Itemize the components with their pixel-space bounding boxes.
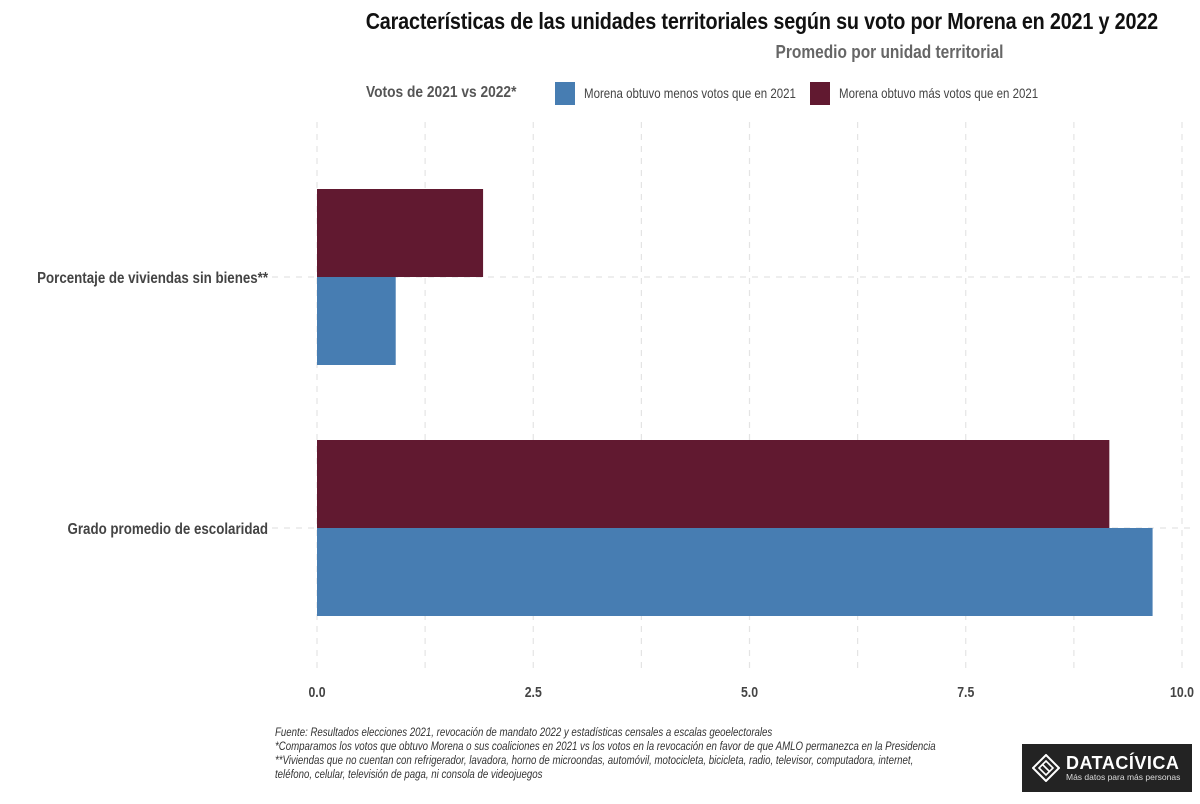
- footnote-1: *Comparamos los votos que obtuvo Morena …: [275, 741, 936, 753]
- x-tick-label: 10.0: [1170, 684, 1194, 700]
- footnotes: Fuente: Resultados elecciones 2021, revo…: [275, 726, 1062, 782]
- y-tick-label: Grado promedio de escolaridad: [68, 521, 268, 538]
- logo-brand: DATACÍVICA: [1066, 753, 1180, 773]
- bar-more-votes-1: [317, 440, 1110, 528]
- legend-swatch-less: [554, 81, 575, 105]
- datacivica-logo-icon: [1032, 754, 1060, 782]
- legend-item-less: Morena obtuvo menos votos que en 2021: [554, 81, 802, 105]
- legend-label-less: Morena obtuvo menos votos que en 2021: [583, 85, 796, 101]
- bar-less-votes-1: [317, 528, 1153, 616]
- y-axis-labels: Porcentaje de viviendas sin bienes** Grad…: [37, 270, 268, 538]
- footnote-source: Fuente: Resultados elecciones 2021, revo…: [275, 727, 773, 739]
- y-tick-label: Porcentaje de viviendas sin bienes**: [37, 270, 268, 287]
- footnote-3: teléfono, celular, televisión de paga, n…: [275, 769, 543, 781]
- chart-title-wrap: Características de las unidades territor…: [0, 8, 1200, 35]
- x-tick-label: 7.5: [957, 684, 974, 700]
- chart-title: Características de las unidades territor…: [365, 8, 1158, 34]
- legend-swatch-more: [809, 81, 830, 105]
- bars: [317, 189, 1153, 616]
- x-tick-label: 2.5: [525, 684, 542, 700]
- legend-label-more: Morena obtuvo más votos que en 2021: [838, 85, 1039, 101]
- footnote-2: **Viviendas que no cuentan con refrigera…: [275, 755, 914, 767]
- x-axis-labels: 0.0 2.5 5.0 7.5 10.0: [308, 684, 1194, 700]
- chart-subtitle-wrap: Promedio por unidad territorial: [0, 42, 1200, 63]
- legend: Votos de 2021 vs 2022* Morena obtuvo men…: [366, 80, 1090, 106]
- legend-title: Votos de 2021 vs 2022*: [366, 84, 517, 101]
- x-tick-label: 0.0: [308, 684, 325, 700]
- chart-subtitle: Promedio por unidad territorial: [776, 42, 1004, 62]
- bar-less-votes-0: [317, 277, 396, 365]
- x-tick-label: 5.0: [741, 684, 758, 700]
- datacivica-logo: DATACÍVICA Más datos para más personas: [1022, 744, 1192, 792]
- legend-item-more: Morena obtuvo más votos que en 2021: [809, 81, 1082, 105]
- logo-tagline: Más datos para más personas: [1066, 772, 1181, 782]
- bar-more-votes-0: [317, 189, 484, 277]
